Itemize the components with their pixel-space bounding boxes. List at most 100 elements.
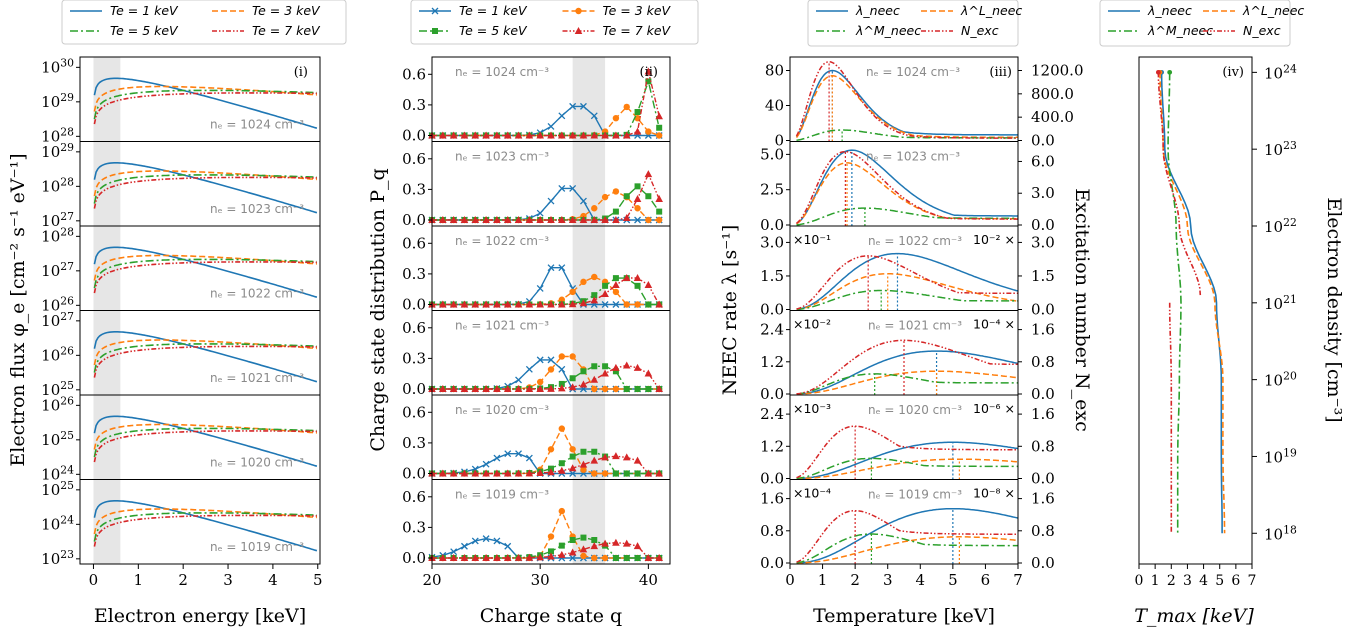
pq-marker [515,376,523,384]
pq-marker [633,456,642,464]
pq-marker [569,470,577,477]
pq-marker [612,188,620,195]
flux-series-T5 [93,89,317,120]
y-tick-label: 0.0 [760,385,784,403]
pq-marker [580,552,587,560]
pq-series-3 [432,365,660,390]
density-label: nₑ = 1020 cm⁻³ [455,403,549,417]
pq-marker [591,385,598,393]
axes-frame [431,479,671,565]
y-tick-label: 0.0 [402,465,426,483]
pq-series-4 [432,455,660,475]
y-tick-label: 1024 [1264,62,1297,82]
pq-marker [612,288,620,296]
pq-marker [558,112,566,120]
r-tick-label: 6.0 [1031,152,1055,170]
pq-marker [460,553,469,561]
pq-marker [612,470,619,477]
pq-marker [525,469,534,477]
density-label: nₑ = 1019 cm⁻³ [210,540,304,554]
shaded-region [572,226,606,311]
legend-label-2: Te = 3 keV [603,3,672,18]
pq-marker [601,385,609,393]
y-tick-label: 1027 [41,210,74,230]
pq-marker [547,300,555,308]
flux-series-T1 [93,415,318,467]
y-tick-label: 1019 [1264,446,1297,466]
pq-marker [655,385,663,392]
flux-series-T7 [93,514,317,547]
pq-marker [504,450,512,458]
pq-marker [439,131,447,139]
tmax-endpoint [1155,69,1161,75]
flux-subplot-2: 1027 1028 1029 nₑ = 1023 cm⁻³ [41,141,321,230]
pq-marker [612,208,619,215]
pq-marker [580,278,587,286]
pq-series-3 [432,185,660,221]
neec-series-2 [796,162,1019,225]
pq-marker [558,131,566,139]
pq-marker [514,300,523,308]
density-label: nₑ = 1024 cm⁻³ [210,118,304,132]
charge-subplot-2: 0.0 0.3 0.6 nₑ = 1023 cm⁻³ [402,141,671,229]
pq-marker [439,385,447,392]
legend-label-3: λ^M_neec [1147,23,1213,38]
flux-series-T7 [93,92,317,125]
y-tick-label: 0.0 [402,549,426,567]
pq-marker [514,216,523,223]
pq-marker [634,555,641,561]
legend: Te = 1 keV Te = 3 keV Te = 5 keV Te = 7 keV [61,0,347,45]
y-tick-label: 40 [765,97,784,115]
legend-label-4: Te = 7 keV [252,23,321,38]
pq-marker [450,548,458,556]
y-tick-label: 0.3 [402,180,426,198]
pq-marker [644,67,653,75]
r-tick-label: 0.8 [1031,353,1055,371]
pq-marker [558,184,566,192]
pq-marker [547,264,555,272]
pq-marker [514,553,523,561]
pq-marker [460,300,469,308]
pq-series-4 [432,71,660,137]
pq-marker [569,536,576,543]
legend-marker [431,7,439,15]
pq-marker [493,454,501,462]
pq-marker [645,386,652,392]
pq-marker [602,363,609,370]
y-tick-label: 1024 [41,513,74,533]
y-tick-label: 1018 [1264,523,1297,543]
pq-marker [514,384,523,392]
x-tick-label: 40 [639,571,658,589]
pq-marker [493,385,501,392]
y-tick-label: 2.4 [760,321,784,339]
y-tick-label: 0.6 [402,65,426,83]
y-tick-label: 1020 [1264,370,1297,390]
r-tick-label: 0.0 [1031,301,1055,319]
flux-series-T7 [93,430,317,463]
neec-subplot-4: 0.0 1.2 2.4 0.0 0.8 1.6 nₑ = 1021 cm⁻³ ×10⁻² 10⁻… [760,310,1055,403]
density-label: nₑ = 1021 cm⁻³ [455,319,549,333]
legend-marker [432,28,438,34]
r-tick-label: 0.0 [1031,385,1055,403]
pq-marker [503,300,512,308]
pq-marker [493,300,501,308]
flux-subplot-1: 1028 1029 1030 nₑ = 1024 cm⁻³ (i) [41,56,321,145]
pq-marker [525,300,534,308]
r-tick-label: 800.0 [1031,85,1074,103]
pq-marker [547,131,555,139]
pq-marker [471,300,480,308]
density-label: nₑ = 1021 cm⁻³ [868,319,962,333]
pq-marker [579,131,588,139]
pq-marker [569,184,577,192]
pq-marker [590,542,599,550]
panel-ii-charge-state: 0.0 0.3 0.6 nₑ = 1024 cm⁻³ (ii) 0.0 0.3 0.6 nₑ =… [367,56,671,627]
density-label: nₑ = 1022 cm⁻³ [455,234,549,248]
legend-label-2: λ^L_neec [960,3,1022,18]
pq-series-2 [432,105,660,137]
pq-marker [623,470,630,477]
y-tick-label: 80 [765,62,784,80]
neec-subplot-2: 0.0 2.5 5.0 0.0 3.0 6.0 nₑ = 1023 cm⁻³ [760,141,1055,234]
y-tick-label: 1029 [41,141,74,161]
pq-marker [579,299,588,307]
pq-marker [460,469,469,477]
